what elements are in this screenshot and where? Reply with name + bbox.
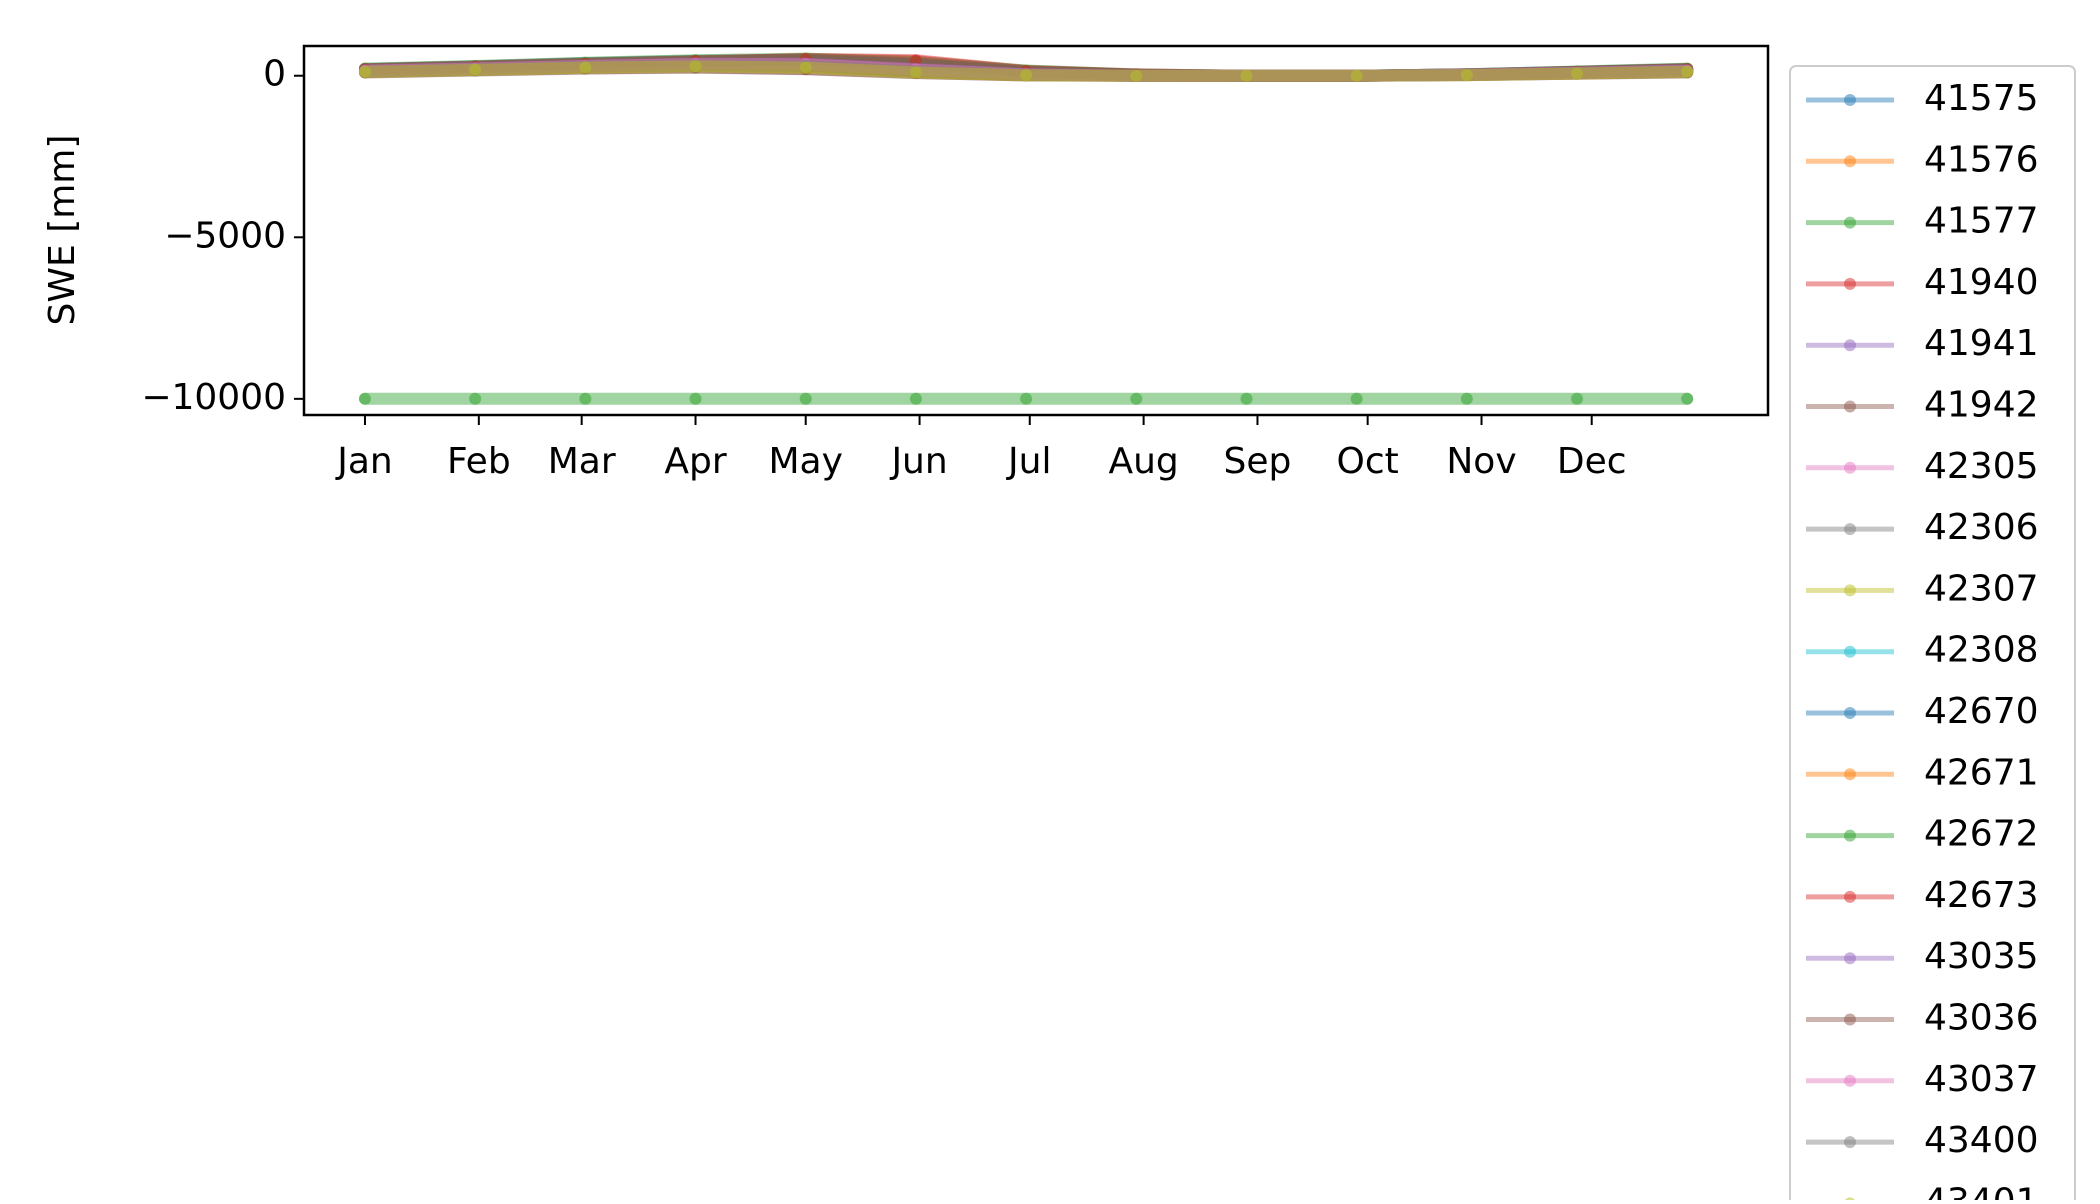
legend-marker <box>1844 277 1856 290</box>
data-point <box>1571 392 1584 405</box>
data-point <box>1240 392 1253 405</box>
x-tick-label: Jul <box>1006 441 1051 482</box>
data-point <box>1130 392 1143 405</box>
legend-label: 43036 <box>1924 998 2039 1039</box>
data-point <box>1020 392 1033 405</box>
legend-marker <box>1844 461 1856 474</box>
legend-label: 43401 <box>1924 1181 2039 1200</box>
legend-marker <box>1844 1074 1856 1087</box>
y-tick-label: 0 <box>263 54 286 95</box>
data-point <box>799 392 812 405</box>
data-point <box>1460 69 1473 82</box>
x-tick-label: Nov <box>1446 441 1516 482</box>
data-point <box>1350 392 1363 405</box>
y-axis-label: SWE [mm] <box>42 135 83 326</box>
legend-box <box>1789 65 2076 1204</box>
legend-label: 43035 <box>1924 936 2039 977</box>
data-point <box>909 392 922 405</box>
plot-frame <box>302 44 1770 417</box>
legend-marker <box>1844 155 1856 168</box>
data-point <box>579 61 592 74</box>
legend-label: 42305 <box>1924 446 2039 487</box>
legend-label: 41577 <box>1924 201 2039 242</box>
legend-marker <box>1844 890 1856 903</box>
x-tick-label: Aug <box>1108 441 1178 482</box>
x-tick-label: Oct <box>1337 441 1399 482</box>
data-point <box>799 61 812 74</box>
legend-label: 41940 <box>1924 262 2039 303</box>
legend-label: 42308 <box>1924 630 2039 671</box>
data-point <box>1681 392 1694 405</box>
x-tick-label: Sep <box>1224 441 1292 482</box>
x-tick-label: Feb <box>447 441 511 482</box>
legend-marker <box>1844 707 1856 719</box>
data-point <box>1460 392 1473 405</box>
x-tick-label: May <box>768 441 842 482</box>
x-tick-label: Jun <box>889 441 947 482</box>
legend-marker <box>1844 216 1856 229</box>
data-point <box>358 392 371 405</box>
legend-marker <box>1844 1013 1856 1026</box>
legend-marker <box>1844 94 1856 106</box>
legend-marker <box>1844 645 1856 658</box>
legend-label: 42307 <box>1924 568 2039 609</box>
legend-marker <box>1844 584 1856 597</box>
y-tick-label: −5000 <box>164 215 286 256</box>
legend-label: 41576 <box>1924 139 2039 180</box>
data-point <box>579 392 592 405</box>
data-point <box>1130 69 1143 82</box>
legend-marker <box>1844 523 1856 536</box>
legend-marker <box>1844 952 1856 965</box>
legend-label: 41575 <box>1924 78 2039 119</box>
legend-marker <box>1844 829 1856 842</box>
data-point <box>358 65 371 78</box>
legend-label: 41941 <box>1924 323 2039 364</box>
data-point <box>469 392 482 405</box>
legend-marker <box>1844 1136 1856 1149</box>
data-point <box>689 392 702 405</box>
legend-label: 42671 <box>1924 752 2039 793</box>
data-point <box>1571 67 1584 80</box>
legend-label: 42306 <box>1924 507 2039 548</box>
legend-label: 42670 <box>1924 691 2039 732</box>
data-point <box>1240 69 1253 82</box>
data-point <box>1681 65 1694 78</box>
legend-marker <box>1844 339 1856 352</box>
y-tick-label: −10000 <box>141 377 286 418</box>
legend-label: 43037 <box>1924 1059 2039 1100</box>
data-point <box>1020 69 1033 82</box>
x-tick-label: Jan <box>335 441 393 482</box>
data-point <box>469 63 482 76</box>
legend-label: 41942 <box>1924 385 2039 426</box>
data-point <box>689 60 702 73</box>
x-tick-label: Apr <box>664 441 726 482</box>
x-tick-label: Mar <box>548 441 616 482</box>
data-point <box>1350 69 1363 82</box>
legend-label: 43400 <box>1924 1120 2039 1161</box>
legend-marker <box>1844 400 1856 413</box>
data-point <box>909 66 922 79</box>
legend-label: 42672 <box>1924 814 2039 855</box>
x-tick-label: Dec <box>1557 441 1627 482</box>
legend-label: 42673 <box>1924 875 2039 916</box>
legend-marker <box>1844 768 1856 781</box>
